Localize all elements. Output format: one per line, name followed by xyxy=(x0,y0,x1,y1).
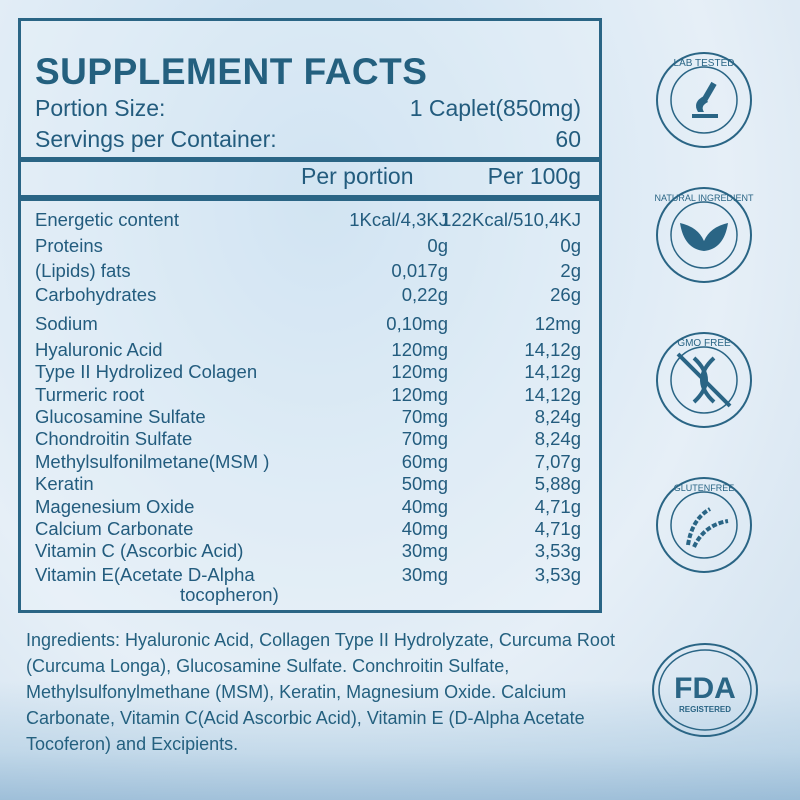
table-row: Proteins 0g 0g xyxy=(35,236,581,256)
nutrient-name: Turmeric root xyxy=(35,384,145,405)
panel-title: SUPPLEMENT FACTS xyxy=(35,51,428,92)
servings-line: Servings per Container: 60 xyxy=(35,126,581,153)
nutrient-name: Carbohydrates xyxy=(35,284,157,305)
nutrient-name: Energetic content xyxy=(35,209,179,230)
table-row: Carbohydrates 0,22g 26g xyxy=(35,285,581,305)
per-100g-value: 0g xyxy=(560,235,581,256)
servings-value: 60 xyxy=(555,126,581,152)
portion-size-value: 1 Caplet(850mg) xyxy=(409,95,581,121)
fda-registered-badge: FDA REGISTERED xyxy=(652,643,758,737)
ingredients-text: Ingredients: Hyaluronic Acid, Collagen T… xyxy=(26,630,615,754)
nutrient-name: Calcium Carbonate xyxy=(35,518,194,539)
per-portion-value: 0g xyxy=(427,235,448,256)
per-portion-value: 0,017g xyxy=(391,260,448,281)
per-100g-value: 8,24g xyxy=(534,406,581,427)
per-portion-value: 60mg xyxy=(401,451,448,472)
table-row: Hyaluronic Acid 120mg 14,12g xyxy=(35,340,581,360)
lab-tested-badge: LAB TESTED xyxy=(656,52,752,148)
table-row: Vitamin E(Acetate D-Alpha tocopheron) 30mg… xyxy=(35,565,581,605)
table-row: Energetic content 1Kcal/4,3KJ 122Kcal/510,… xyxy=(35,210,581,230)
svg-text:NATURAL INGREDIENT: NATURAL INGREDIENT xyxy=(654,193,754,203)
per-portion-value: 0,10mg xyxy=(386,313,448,334)
per-100g-value: 14,12g xyxy=(524,339,581,360)
natural-ingredient-badge: NATURAL INGREDIENT xyxy=(654,187,754,283)
nutrient-name: (Lipids) fats xyxy=(35,260,131,281)
per-100g-value: 26g xyxy=(550,284,581,305)
per-100g-value: 12mg xyxy=(534,313,581,334)
svg-text:REGISTERED: REGISTERED xyxy=(679,705,731,714)
table-row: Magenesium Oxide 40mg 4,71g xyxy=(35,497,581,517)
table-row: Glucosamine Sulfate 70mg 8,24g xyxy=(35,407,581,427)
per-portion-value: 120mg xyxy=(391,361,448,382)
per-portion-value: 70mg xyxy=(401,406,448,427)
per-portion-value: 0,22g xyxy=(401,284,448,305)
per-portion-value: 50mg xyxy=(401,473,448,494)
servings-label: Servings per Container: xyxy=(35,126,277,152)
nutrient-name: Hyaluronic Acid xyxy=(35,339,163,360)
per-portion-value: 1Kcal/4,3KJ xyxy=(349,209,448,230)
column-header-per-100g: Per 100g xyxy=(487,163,581,189)
table-row: Calcium Carbonate 40mg 4,71g xyxy=(35,519,581,539)
nutrient-name: Type II Hydrolized Colagen xyxy=(35,361,258,382)
nutrient-name: Proteins xyxy=(35,235,103,256)
nutrient-name: Magenesium Oxide xyxy=(35,496,195,517)
dna-crossed-icon xyxy=(676,352,732,408)
svg-text:GLUTENFREE: GLUTENFREE xyxy=(674,483,735,493)
wheat-icon xyxy=(686,507,729,548)
microscope-icon xyxy=(692,81,718,118)
nutrient-name: Vitamin E(Acetate D-Alpha xyxy=(35,564,255,585)
water-background xyxy=(0,680,800,800)
portion-size-label: Portion Size: xyxy=(35,95,166,121)
portion-size-line: Portion Size: 1 Caplet(850mg) xyxy=(35,95,581,122)
column-header-per-portion: Per portion xyxy=(301,163,414,189)
per-portion-value: 30mg xyxy=(401,540,448,561)
table-row: (Lipids) fats 0,017g 2g xyxy=(35,261,581,281)
per-100g-value: 2g xyxy=(560,260,581,281)
per-100g-value: 8,24g xyxy=(534,428,581,449)
table-row: Vitamin C (Ascorbic Acid) 30mg 3,53g xyxy=(35,541,581,561)
divider-thick xyxy=(21,195,599,201)
leaf-icon xyxy=(680,223,728,251)
per-portion-value: 120mg xyxy=(391,339,448,360)
per-portion-value: 120mg xyxy=(391,384,448,405)
nutrient-name-continued: tocopheron) xyxy=(180,584,279,605)
svg-text:LAB TESTED: LAB TESTED xyxy=(674,58,735,69)
per-100g-value: 3,53g xyxy=(534,564,581,585)
table-row: Keratin 50mg 5,88g xyxy=(35,474,581,494)
per-100g-value: 7,07g xyxy=(534,451,581,472)
gluten-free-badge: GLUTENFREE xyxy=(656,477,752,573)
supplement-facts-panel: SUPPLEMENT FACTS Portion Size: 1 Caplet(… xyxy=(18,18,602,613)
divider-thick xyxy=(21,157,599,162)
nutrient-name: Sodium xyxy=(35,313,98,334)
per-portion-value: 40mg xyxy=(401,518,448,539)
nutrient-name: Glucosamine Sulfate xyxy=(35,406,206,427)
nutrient-name: Methylsulfonilmetane(MSM ) xyxy=(35,451,270,472)
nutrient-name: Chondroitin Sulfate xyxy=(35,428,193,449)
per-100g-value: 3,53g xyxy=(534,540,581,561)
per-portion-value: 30mg xyxy=(401,564,448,585)
per-portion-value: 70mg xyxy=(401,428,448,449)
svg-text:GMO FREE: GMO FREE xyxy=(677,338,731,349)
per-portion-value: 40mg xyxy=(401,496,448,517)
per-100g-value: 5,88g xyxy=(534,473,581,494)
per-100g-value: 4,71g xyxy=(534,496,581,517)
per-100g-value: 14,12g xyxy=(524,361,581,382)
per-100g-value: 4,71g xyxy=(534,518,581,539)
table-row: Sodium 0,10mg 12mg xyxy=(35,314,581,334)
table-row: Turmeric root 120mg 14,12g xyxy=(35,385,581,405)
per-100g-value: 14,12g xyxy=(524,384,581,405)
fda-icon: FDA xyxy=(674,672,736,705)
gmo-free-badge: GMO FREE xyxy=(656,332,752,428)
table-row: Chondroitin Sulfate 70mg 8,24g xyxy=(35,429,581,449)
per-100g-value: 122Kcal/510,4KJ xyxy=(441,209,581,230)
nutrient-name: Vitamin C (Ascorbic Acid) xyxy=(35,540,244,561)
table-row: Type II Hydrolized Colagen 120mg 14,12g xyxy=(35,362,581,382)
nutrient-name: Keratin xyxy=(35,473,94,494)
table-row: Methylsulfonilmetane(MSM ) 60mg 7,07g xyxy=(35,452,581,472)
